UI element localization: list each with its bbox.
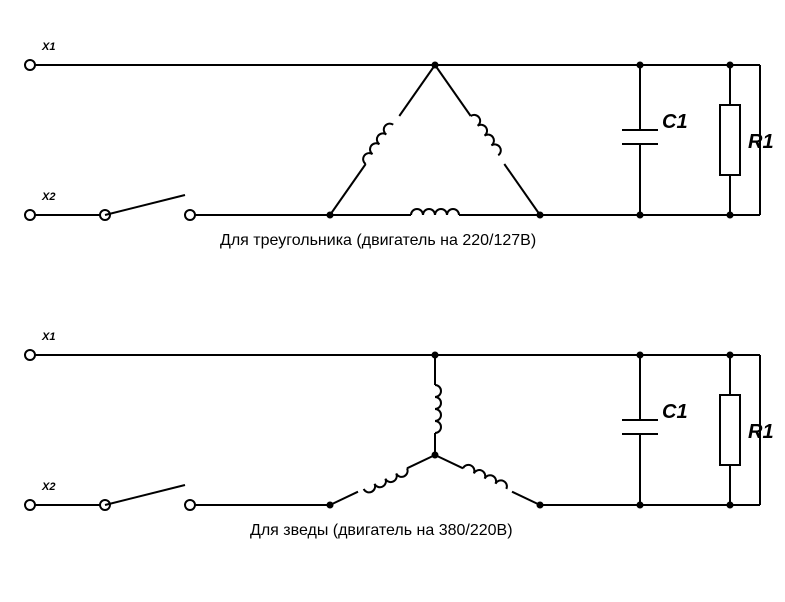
label-c1: C1 [662,111,688,133]
label2-x2: X2 [41,481,55,493]
switch-terminal-right [185,210,195,220]
winding-vertical [435,355,441,455]
switch2-blade [105,485,185,505]
winding-left [330,65,435,215]
caption-star: Для зведы (двигатель на 380/220В) [250,522,513,539]
circuit-delta: X1 X2 C1 R1 Для треугольника (двигатель … [25,41,774,249]
winding-bottom [411,209,459,215]
resistor-r1 [720,65,740,215]
winding-right-down [435,455,540,505]
switch2-terminal-right [185,500,195,510]
label-x1: X1 [41,41,55,53]
label2-r1: R1 [748,421,774,443]
resistor-r1-2 [720,355,740,505]
terminal2-x2 [25,500,35,510]
capacitor-c1-2 [622,355,658,505]
label2-c1: C1 [662,401,688,423]
terminal2-x1 [25,350,35,360]
circuit-star: X1 X2 C1 R1 Для зведы (двигатель на 380/… [25,331,774,539]
terminal-x2 [25,210,35,220]
winding-right [435,65,540,215]
label-r1: R1 [748,131,774,153]
caption-delta: Для треугольника (двигатель на 220/127В) [220,232,536,249]
schematic-diagram: X1 X2 C1 R1 Для треугольника (двигатель … [0,0,785,602]
label2-x1: X1 [41,331,55,343]
capacitor-c1 [622,65,658,215]
terminal-x1 [25,60,35,70]
label-x2: X2 [41,191,55,203]
switch-blade [105,195,185,215]
winding-left-down [330,455,435,505]
